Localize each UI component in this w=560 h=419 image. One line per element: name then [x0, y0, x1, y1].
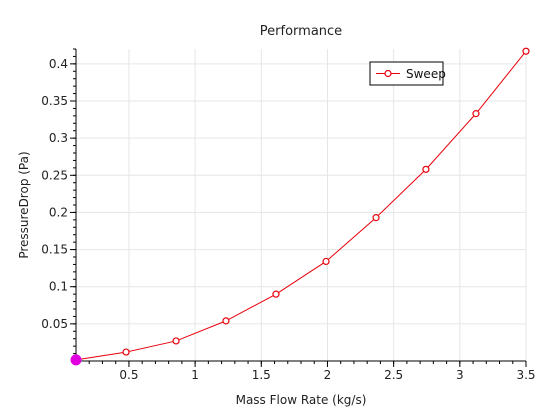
y-axis-ticks: 0.05 0.1 0.15 0.2 0.25 0.3 0.35 0.4 [41, 48, 76, 362]
data-point-1 [122, 348, 130, 356]
series-line-0 [75, 50, 527, 361]
y-tick-label-1: 0.1 [49, 280, 68, 294]
data-point-2 [172, 337, 180, 345]
grid-lines [76, 49, 527, 361]
x-tick-label-2: 1.5 [252, 368, 271, 382]
y-tick-label-0: 0.05 [41, 317, 68, 331]
legend: Sweep [369, 61, 446, 86]
data-point-7 [422, 165, 430, 173]
data-point-9 [522, 47, 530, 55]
data-point-6 [372, 214, 380, 222]
x-tick-label-0: 0.5 [119, 368, 138, 382]
x-tick-label-5: 3 [456, 368, 464, 382]
data-point-3 [222, 317, 230, 325]
highlighted-point [70, 354, 82, 366]
legend-box [369, 61, 444, 86]
legend-label-sweep: Sweep [406, 67, 446, 81]
x-tick-label-1: 1 [191, 368, 199, 382]
y-tick-label-4: 0.25 [41, 168, 68, 182]
x-axis-ticks: 0.5 1 1.5 2 2.5 3 3.5 [75, 361, 536, 382]
axes [75, 49, 526, 362]
x-axis-label: Mass Flow Rate (kg/s) [236, 393, 367, 407]
y-axis-label: PressureDrop (Pa) [17, 151, 31, 258]
legend-marker [384, 69, 392, 78]
y-tick-label-6: 0.35 [41, 94, 68, 108]
x-tick-label-4: 2.5 [384, 368, 403, 382]
x-tick-label-6: 3.5 [516, 368, 535, 382]
x-tick-label-3: 2 [324, 368, 332, 382]
data-point-4 [272, 290, 280, 298]
y-tick-label-2: 0.15 [41, 243, 68, 257]
data-point-8 [472, 110, 480, 118]
y-tick-label-7: 0.4 [49, 57, 68, 71]
chart-title: Performance [260, 24, 342, 39]
y-tick-label-5: 0.3 [49, 131, 68, 145]
y-tick-label-3: 0.2 [49, 205, 68, 219]
data-series [70, 47, 530, 366]
data-point-5 [322, 257, 330, 266]
